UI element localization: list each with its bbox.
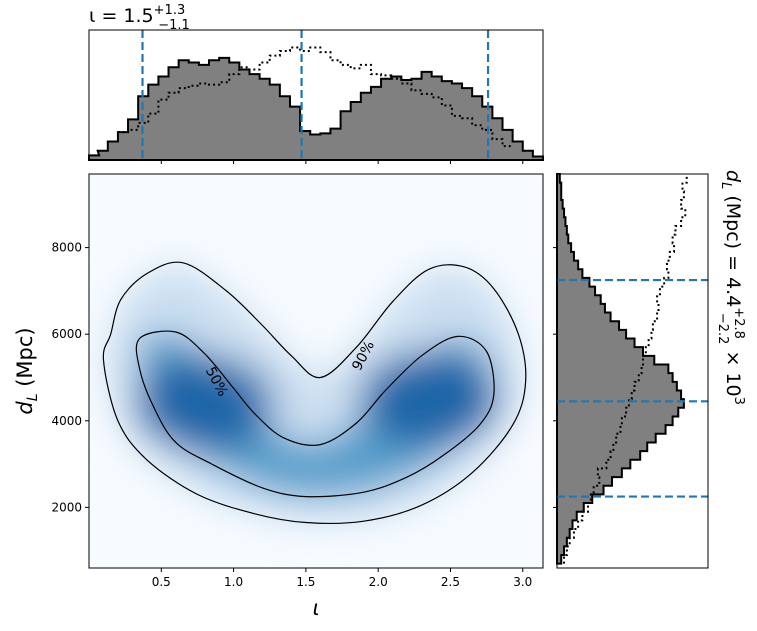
density-heatmap [103, 262, 526, 523]
density-mode-2 [358, 351, 499, 448]
joint-frame [88, 173, 544, 569]
y-axis-label: dL (Mpc) [13, 327, 41, 414]
x-axis-label: ι [312, 596, 319, 620]
contour-90% [102, 261, 527, 525]
right-posterior-histogram [556, 173, 685, 565]
right-marginal-title: dL (Mpc) = 4.4+2.8−2.2 × 103 [715, 170, 746, 405]
right-marginal-frame [556, 173, 709, 569]
x-tick-label: 0.5 [152, 575, 171, 589]
joint-axis-ticks: 0.5 1.0 1.5 2.0 2.5 3.0 2000 4000 6000 8000 [51, 241, 532, 589]
x-tick-label: 3.0 [513, 575, 532, 589]
right-marginal-histograms [556, 173, 708, 565]
x-tick-label: 2.0 [369, 575, 388, 589]
density-mode-1 [134, 355, 275, 452]
x-tick-label: 1.5 [296, 575, 315, 589]
y-tick-label: 2000 [51, 500, 82, 514]
x-tick-label: 2.5 [441, 575, 460, 589]
contour-50% [135, 330, 495, 498]
top-marginal-histograms [88, 30, 544, 161]
right-marginal-ticks [553, 247, 557, 508]
joint-panel: 90%50% 0.5 1.0 1.5 2.0 2.5 3.0200040006000800… [13, 173, 544, 620]
top-marginal-frame [88, 29, 544, 161]
y-tick-label: 8000 [51, 241, 82, 255]
credible-contours [102, 261, 527, 525]
right-marginal-panel: dL (Mpc) = 4.4+2.8−2.2 × 103 [553, 170, 746, 569]
top-prior-histogram [117, 46, 513, 148]
top-marginal-panel: ι = 1.5+1.3 −1.1 [88, 3, 544, 164]
y-tick-label: 4000 [51, 414, 82, 428]
right-prior-histogram [563, 174, 688, 564]
x-tick-label: 1.0 [224, 575, 243, 589]
top-marginal-title: ι = 1.5+1.3 −1.1 [89, 3, 190, 33]
top-marginal-ticks [160, 160, 524, 164]
top-posterior-histogram [88, 56, 544, 161]
y-tick-label: 6000 [51, 327, 82, 341]
